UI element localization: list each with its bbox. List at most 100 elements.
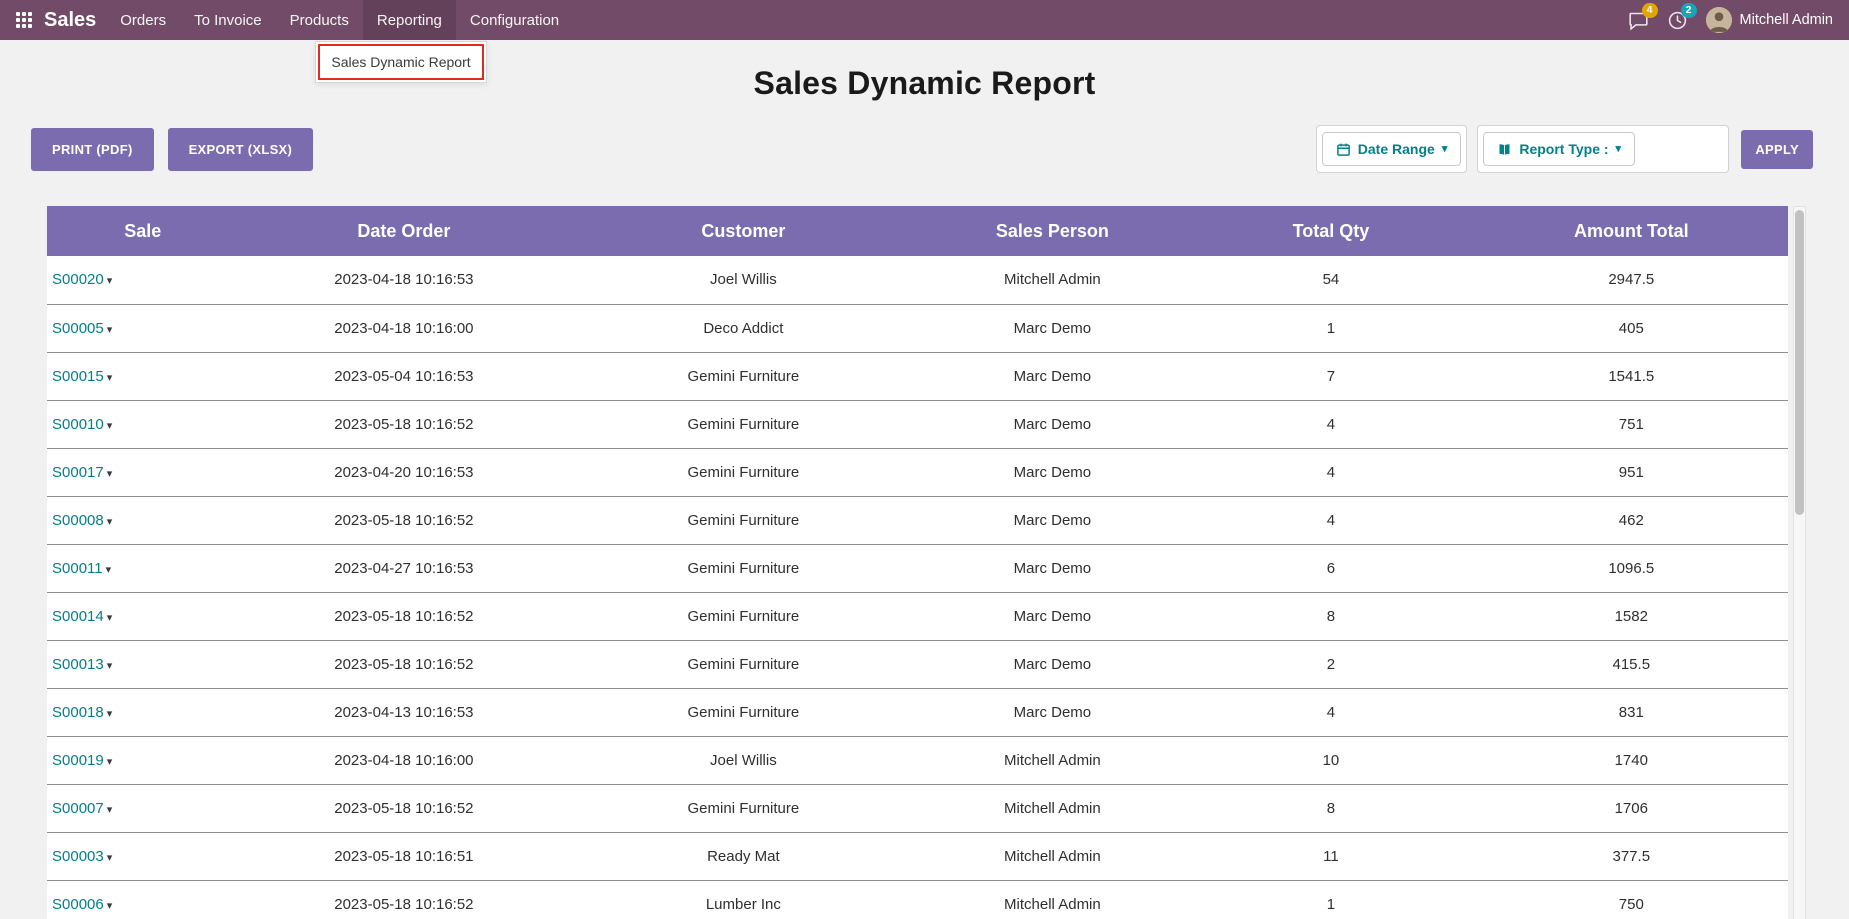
- table-row: S00007 ▾ 2023-05-18 10:16:52 Gemini Furni…: [47, 784, 1788, 833]
- column-header-sales-person[interactable]: Sales Person: [917, 206, 1188, 256]
- sales-person-cell: Marc Demo: [917, 448, 1188, 497]
- apps-grid-icon: [16, 12, 32, 28]
- top-navbar: Sales Orders To Invoice Products Reporting C…: [0, 0, 1849, 40]
- total-qty-cell: 10: [1187, 736, 1475, 785]
- app-brand[interactable]: Sales: [44, 8, 97, 31]
- date-order-cell: 2023-05-18 10:16:52: [238, 496, 570, 545]
- sale-ref-link[interactable]: S00019 ▾: [52, 751, 113, 769]
- customer-cell: Gemini Furniture: [569, 448, 918, 497]
- amount-total-cell: 750: [1474, 880, 1788, 919]
- sale-ref-cell: S00014 ▾: [47, 592, 239, 641]
- amount-total-cell: 405: [1474, 304, 1788, 353]
- table-scrollbar[interactable]: [1793, 206, 1806, 919]
- sales-person-cell: Mitchell Admin: [917, 832, 1188, 881]
- sales-person-cell: Marc Demo: [917, 640, 1188, 689]
- caret-down-icon: ▾: [106, 419, 113, 432]
- messages-button[interactable]: 4: [1628, 2, 1658, 31]
- user-menu[interactable]: Mitchell Admin: [1705, 7, 1833, 33]
- sale-ref-link[interactable]: S00015 ▾: [52, 367, 113, 385]
- sale-ref-link[interactable]: S00006 ▾: [52, 895, 113, 913]
- table-row: S00015 ▾ 2023-05-04 10:16:53 Gemini Furni…: [47, 352, 1788, 401]
- apps-menu-button[interactable]: [8, 0, 40, 40]
- sale-ref-link[interactable]: S00013 ▾: [52, 655, 113, 673]
- activities-button[interactable]: 2: [1667, 2, 1697, 31]
- sales-person-cell: Mitchell Admin: [917, 784, 1188, 833]
- date-range-label: Date Range: [1357, 141, 1435, 157]
- total-qty-cell: 4: [1187, 688, 1475, 737]
- sale-ref-cell: S00008 ▾: [47, 496, 239, 545]
- table-row: S00013 ▾ 2023-05-18 10:16:52 Gemini Furni…: [47, 640, 1788, 689]
- sale-ref-cell: S00013 ▾: [47, 640, 239, 689]
- nav-item-products[interactable]: Products: [289, 11, 349, 29]
- export-xlsx-button[interactable]: EXPORT (XLSX): [167, 127, 314, 171]
- column-header-customer[interactable]: Customer: [569, 206, 918, 256]
- date-order-cell: 2023-05-04 10:16:53: [238, 352, 570, 401]
- menu-item-sales-dynamic-report[interactable]: Sales Dynamic Report: [318, 44, 484, 80]
- total-qty-cell: 11: [1187, 832, 1475, 881]
- filters-group: Date Range ▾ Report Type : ▾ APPLY: [1306, 125, 1813, 173]
- apply-button[interactable]: APPLY: [1741, 129, 1813, 169]
- sale-ref-cell: S00007 ▾: [47, 784, 239, 833]
- sale-ref-cell: S00010 ▾: [47, 400, 239, 449]
- page-title: Sales Dynamic Report: [753, 65, 1096, 101]
- sale-ref-cell: S00011 ▾: [47, 544, 239, 593]
- nav-item-to-invoice[interactable]: To Invoice: [194, 11, 262, 29]
- date-range-button[interactable]: Date Range ▾: [1321, 132, 1462, 166]
- sale-ref-cell: S00018 ▾: [47, 688, 239, 737]
- sale-ref-link[interactable]: S00010 ▾: [52, 415, 113, 433]
- report-type-button[interactable]: Report Type : ▾: [1483, 132, 1636, 166]
- amount-total-cell: 1706: [1474, 784, 1788, 833]
- navbar-menus: Orders To Invoice Products Reporting Configu…: [106, 0, 573, 40]
- sale-ref-link[interactable]: S00008 ▾: [52, 511, 113, 529]
- caret-down-icon: ▾: [106, 323, 113, 336]
- column-header-sale[interactable]: Sale: [47, 206, 239, 256]
- amount-total-cell: 2947.5: [1474, 256, 1788, 305]
- sales-person-cell: Marc Demo: [917, 352, 1188, 401]
- table-row: S00003 ▾ 2023-05-18 10:16:51 Ready Mat Mi…: [47, 832, 1788, 881]
- amount-total-cell: 1582: [1474, 592, 1788, 641]
- caret-down-icon: ▾: [106, 659, 113, 672]
- amount-total-cell: 1740: [1474, 736, 1788, 785]
- sale-ref-link[interactable]: S00020 ▾: [52, 271, 113, 289]
- sales-person-cell: Mitchell Admin: [917, 256, 1188, 305]
- amount-total-cell: 951: [1474, 448, 1788, 497]
- date-order-cell: 2023-05-18 10:16:51: [238, 832, 570, 881]
- report-table-body: S00020 ▾ 2023-04-18 10:16:53 Joel Willis …: [47, 256, 1788, 919]
- sale-ref-link[interactable]: S00018 ▾: [52, 703, 113, 721]
- caret-down-icon: ▾: [106, 611, 113, 624]
- nav-item-configuration[interactable]: Configuration: [469, 11, 560, 29]
- report-table-area: Sale Date Order Customer Sales Person Total …: [47, 206, 1806, 919]
- column-header-amount-total[interactable]: Amount Total: [1474, 206, 1788, 256]
- date-order-cell: 2023-05-18 10:16:52: [238, 640, 570, 689]
- total-qty-cell: 7: [1187, 352, 1475, 401]
- table-row: S00014 ▾ 2023-05-18 10:16:52 Gemini Furni…: [47, 592, 1788, 641]
- customer-cell: Gemini Furniture: [569, 544, 918, 593]
- table-row: S00010 ▾ 2023-05-18 10:16:52 Gemini Furni…: [47, 400, 1788, 449]
- sale-ref-link[interactable]: S00017 ▾: [52, 463, 113, 481]
- scrollbar-thumb[interactable]: [1795, 210, 1804, 515]
- nav-item-orders[interactable]: Orders: [120, 11, 167, 29]
- sales-person-cell: Marc Demo: [917, 544, 1188, 593]
- sale-ref-link[interactable]: S00005 ▾: [52, 319, 113, 337]
- sale-ref-link[interactable]: S00003 ▾: [52, 847, 113, 865]
- activities-badge: 2: [1680, 2, 1697, 18]
- sale-ref-link[interactable]: S00014 ▾: [52, 607, 113, 625]
- print-pdf-button[interactable]: PRINT (PDF): [31, 127, 154, 171]
- column-header-total-qty[interactable]: Total Qty: [1187, 206, 1475, 256]
- sales-person-cell: Marc Demo: [917, 496, 1188, 545]
- caret-down-icon: ▾: [106, 275, 113, 288]
- date-order-cell: 2023-04-18 10:16:53: [238, 256, 570, 305]
- user-name: Mitchell Admin: [1739, 12, 1833, 28]
- total-qty-cell: 2: [1187, 640, 1475, 689]
- book-icon: [1499, 143, 1510, 155]
- sale-ref-link[interactable]: S00007 ▾: [52, 799, 113, 817]
- report-type-label: Report Type :: [1519, 141, 1609, 157]
- customer-cell: Deco Addict: [569, 304, 918, 353]
- nav-item-reporting[interactable]: Reporting: [362, 0, 456, 40]
- sale-ref-link[interactable]: S00011 ▾: [52, 559, 112, 577]
- toolbar: PRINT (PDF) EXPORT (XLSX) Date Range ▾ R…: [31, 124, 1813, 174]
- table-row: S00017 ▾ 2023-04-20 10:16:53 Gemini Furni…: [47, 448, 1788, 497]
- date-order-cell: 2023-05-18 10:16:52: [238, 400, 570, 449]
- sale-ref-cell: S00003 ▾: [47, 832, 239, 881]
- column-header-date-order[interactable]: Date Order: [238, 206, 570, 256]
